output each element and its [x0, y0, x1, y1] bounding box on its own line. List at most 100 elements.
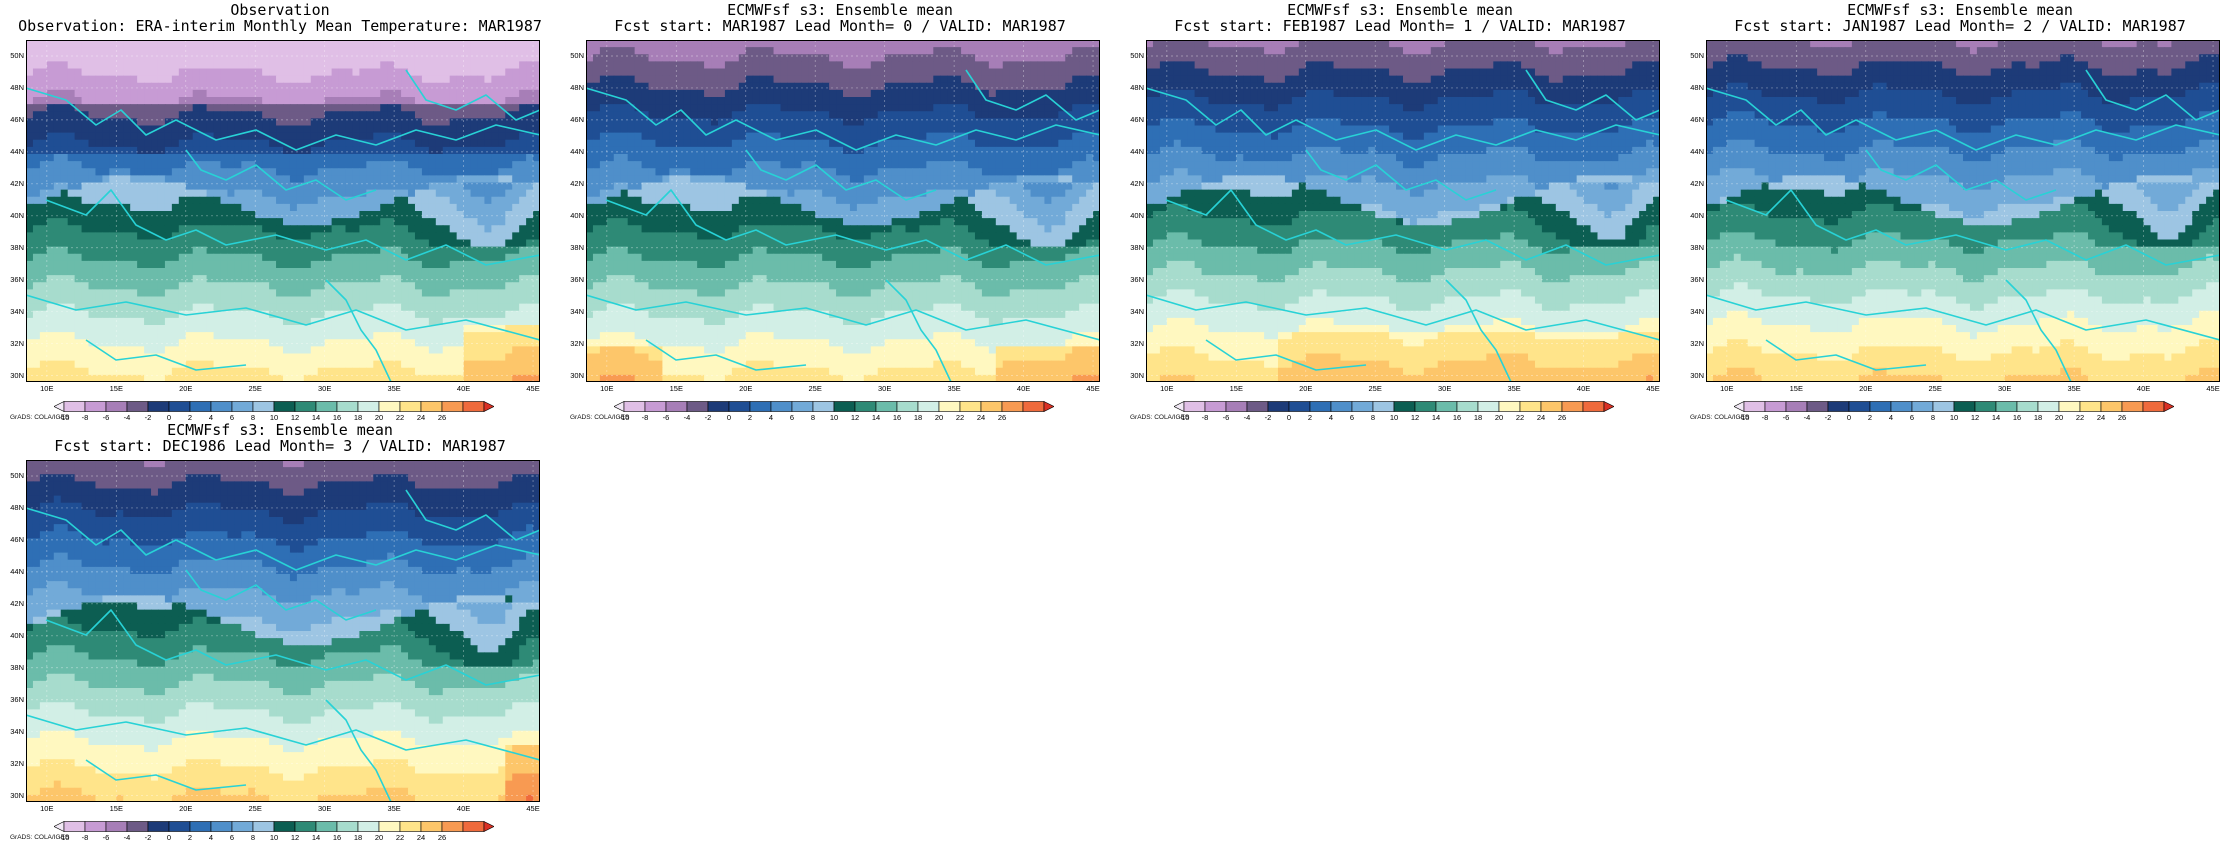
heatmap-cell: [607, 111, 615, 119]
heatmap-cell: [200, 40, 208, 48]
heatmap-cell: [380, 40, 388, 48]
heatmap-cell: [346, 325, 354, 333]
heatmap-cell: [26, 190, 34, 198]
heatmap-cell: [311, 111, 319, 119]
heatmap-cell: [116, 232, 124, 240]
heatmap-cell: [600, 168, 608, 176]
heatmap-cell: [40, 318, 48, 326]
heatmap-cell: [394, 190, 402, 198]
heatmap-cell: [75, 318, 83, 326]
heatmap-cell: [26, 354, 34, 362]
heatmap-cell: [457, 197, 465, 205]
heatmap-cell: [600, 47, 608, 55]
heatmap-cell: [780, 76, 788, 84]
heatmap-cell: [512, 140, 520, 148]
heatmap-cell: [477, 346, 485, 354]
heatmap-cell: [33, 168, 41, 176]
heatmap-cell: [642, 104, 650, 112]
heatmap-cell: [262, 247, 270, 255]
heatmap-cell: [436, 154, 444, 162]
heatmap-cell: [989, 126, 997, 134]
heatmap-cell: [318, 275, 326, 283]
heatmap-cell: [290, 197, 298, 205]
heatmap-cell: [179, 140, 187, 148]
heatmap-cell: [102, 126, 110, 134]
heatmap-cell: [151, 332, 159, 340]
heatmap-cell: [332, 297, 340, 305]
heatmap-cell: [47, 118, 55, 126]
heatmap-cell: [193, 211, 201, 219]
heatmap-cell: [1051, 154, 1059, 162]
heatmap-cell: [871, 76, 879, 84]
heatmap-cell: [843, 126, 851, 134]
heatmap-cell: [207, 297, 215, 305]
heatmap-cell: [290, 168, 298, 176]
heatmap-cell: [241, 254, 249, 262]
heatmap-cell: [850, 61, 858, 69]
heatmap-cell: [422, 54, 430, 62]
heatmap-cell: [102, 368, 110, 376]
lon-tick-label: 15E: [101, 384, 131, 393]
heatmap-cell: [457, 346, 465, 354]
heatmap-cell: [1058, 47, 1066, 55]
heatmap-cell: [269, 111, 277, 119]
heatmap-cell: [471, 261, 479, 269]
heatmap-cell: [621, 168, 629, 176]
heatmap-cell: [415, 232, 423, 240]
heatmap-cell: [794, 161, 802, 169]
heatmap-cell: [593, 161, 601, 169]
heatmap-cell: [241, 261, 249, 269]
heatmap-cell: [850, 126, 858, 134]
heatmap-cell: [102, 97, 110, 105]
heatmap-cell: [505, 90, 513, 98]
heatmap-cell: [526, 76, 534, 84]
heatmap-cell: [130, 147, 138, 155]
heatmap-cell: [718, 97, 726, 105]
heatmap-cell: [885, 54, 893, 62]
heatmap-cell: [255, 318, 263, 326]
heatmap-cell: [102, 61, 110, 69]
heatmap-cell: [429, 47, 437, 55]
heatmap-cell: [484, 339, 492, 347]
heatmap-cell: [33, 140, 41, 148]
heatmap-cell: [780, 154, 788, 162]
heatmap-cell: [926, 76, 934, 84]
heatmap-cell: [283, 126, 291, 134]
heatmap-cell: [95, 354, 103, 362]
heatmap-cell: [933, 40, 941, 48]
heatmap-cell: [325, 161, 333, 169]
heatmap-cell: [975, 69, 983, 77]
heatmap-cell: [234, 211, 242, 219]
heatmap-cell: [311, 118, 319, 126]
heatmap-cell: [815, 154, 823, 162]
heatmap-cell: [359, 318, 367, 326]
heatmap-cell: [61, 61, 69, 69]
heatmap-cell: [429, 218, 437, 226]
heatmap-cell: [1031, 140, 1039, 148]
heatmap-cell: [471, 289, 479, 297]
heatmap-cell: [443, 282, 451, 290]
heatmap-cell: [373, 47, 381, 55]
heatmap-cell: [255, 368, 263, 376]
heatmap-cell: [290, 69, 298, 77]
heatmap-cell: [415, 368, 423, 376]
heatmap-cell: [283, 297, 291, 305]
heatmap-cell: [443, 361, 451, 369]
heatmap-cell: [512, 325, 520, 333]
heatmap-cell: [655, 47, 663, 55]
heatmap-cell: [533, 325, 540, 333]
heatmap-cell: [144, 190, 152, 198]
heatmap-cell: [47, 232, 55, 240]
heatmap-cell: [753, 104, 761, 112]
heatmap-cell: [732, 47, 740, 55]
heatmap-cell: [533, 225, 540, 233]
heatmap-cell: [82, 97, 90, 105]
heatmap-cell: [662, 161, 670, 169]
heatmap-cell: [457, 126, 465, 134]
heatmap-cell: [477, 83, 485, 91]
heatmap-cell: [144, 354, 152, 362]
heatmap-cell: [767, 69, 775, 77]
heatmap-cell: [82, 368, 90, 376]
heatmap-cell: [54, 168, 62, 176]
heatmap-cell: [234, 346, 242, 354]
